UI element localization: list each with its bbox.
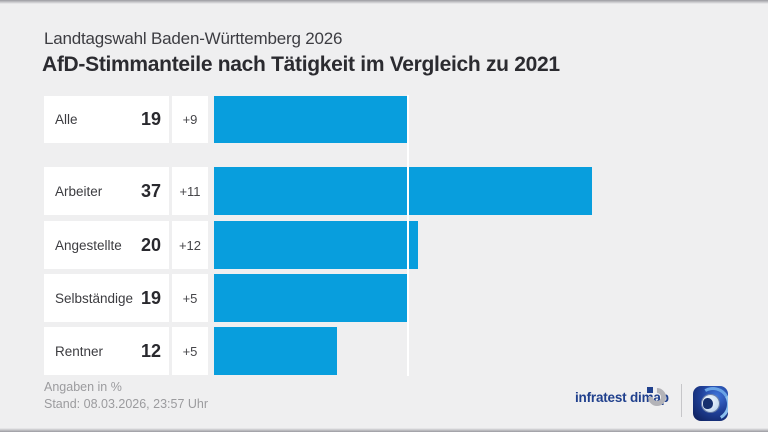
bar <box>214 221 418 269</box>
change-cell: +5 <box>172 327 208 375</box>
reference-line <box>407 95 409 376</box>
unit-note: Angaben in % <box>44 380 122 394</box>
value-cell: 12 <box>133 327 169 375</box>
continent-shape <box>703 398 713 409</box>
table-row: Rentner 12 +5 <box>0 327 768 375</box>
divider <box>681 384 682 417</box>
table-row: Alle 19 +9 <box>0 96 768 143</box>
category-label: Arbeiter <box>44 167 138 215</box>
table-row: Selbständige 19 +5 <box>0 274 768 322</box>
infratest-dimap-logo-icon <box>644 384 670 410</box>
change-cell: +12 <box>172 221 208 269</box>
change-cell: +9 <box>172 96 208 143</box>
bottom-edge-shadow <box>0 428 768 432</box>
top-edge-shadow <box>0 0 768 4</box>
change-cell: +11 <box>172 167 208 215</box>
value-cell: 37 <box>133 167 169 215</box>
chart-subtitle: Landtagswahl Baden-Württemberg 2026 <box>44 29 343 48</box>
value-cell: 19 <box>133 96 169 143</box>
infratest-dimap-label: infratest dimap <box>575 390 669 405</box>
category-label: Selbständige <box>44 274 138 322</box>
globe-icon <box>701 394 720 413</box>
value-cell: 19 <box>133 274 169 322</box>
square-icon <box>647 387 653 393</box>
table-row: Arbeiter 37 +11 <box>0 167 768 215</box>
tagesschau-globe-icon <box>693 386 728 421</box>
bar <box>214 274 408 322</box>
value-cell: 20 <box>133 221 169 269</box>
table-row: Angestellte 20 +12 <box>0 221 768 269</box>
bar <box>214 167 592 215</box>
category-label: Alle <box>44 96 138 143</box>
page-title: AfD-Stimmanteile nach Tätigkeit im Vergl… <box>42 53 560 76</box>
bar <box>214 96 408 143</box>
timestamp: Stand: 08.03.2026, 23:57 Uhr <box>44 397 209 411</box>
category-label: Angestellte <box>44 221 138 269</box>
bar <box>214 327 337 375</box>
category-label: Rentner <box>44 327 138 375</box>
change-cell: +5 <box>172 274 208 322</box>
